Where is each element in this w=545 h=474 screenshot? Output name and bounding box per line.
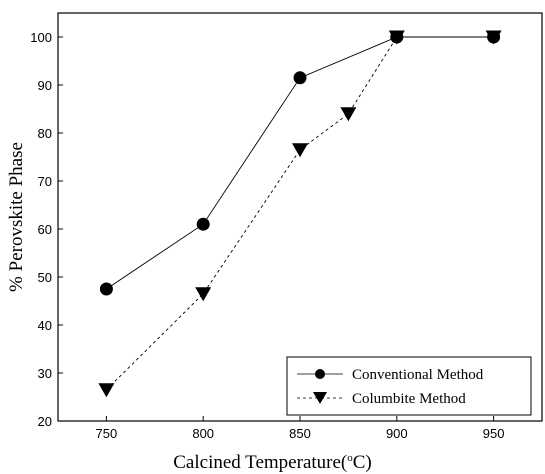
legend-label-conventional: Conventional Method bbox=[352, 367, 484, 383]
legend: Conventional Method Columbite Method bbox=[286, 356, 532, 416]
point-s1-850 bbox=[292, 143, 308, 158]
y-tick-label-70: 70 bbox=[38, 174, 52, 189]
y-tick-label-50: 50 bbox=[38, 270, 52, 285]
legend-marker-conventional bbox=[315, 369, 325, 379]
point-s1-875 bbox=[340, 107, 357, 122]
point-s0-800 bbox=[196, 217, 210, 231]
x-tick-label-750: 750 bbox=[96, 426, 118, 441]
point-s1-950 bbox=[485, 30, 502, 45]
legend-marker-columbite bbox=[313, 392, 327, 404]
point-s1-750 bbox=[98, 383, 115, 398]
y-tick-label-90: 90 bbox=[38, 78, 52, 93]
x-axis-title: Calcined Temperature(oC) bbox=[0, 447, 545, 474]
series-lines bbox=[106, 36, 494, 391]
point-s1-800 bbox=[195, 287, 212, 302]
point-s1-900 bbox=[388, 30, 405, 45]
y-axis-title: % Perovskite Phase bbox=[6, 142, 27, 292]
y-tick-label-60: 60 bbox=[38, 222, 52, 237]
x-tick-label-800: 800 bbox=[192, 426, 214, 441]
y-tick-label-30: 30 bbox=[38, 366, 52, 381]
y-tick-label-20: 20 bbox=[38, 414, 52, 429]
x-axis-title-unit: C) bbox=[352, 452, 372, 473]
point-s0-750 bbox=[99, 282, 113, 296]
x-tick-label-950: 950 bbox=[483, 426, 505, 441]
x-axis-title-degree: o bbox=[347, 452, 353, 464]
x-tick-label-900: 900 bbox=[386, 426, 408, 441]
series-markers bbox=[98, 30, 502, 398]
legend-label-columbite: Columbite Method bbox=[352, 391, 466, 407]
point-s0-850 bbox=[293, 71, 307, 85]
series-line-1 bbox=[106, 36, 494, 391]
x-tick-label-850: 850 bbox=[289, 426, 311, 441]
x-axis-title-main: Calcined Temperature( bbox=[173, 452, 348, 473]
axis-ticks: 750 800 850 900 950 20 30 40 50 60 70 80 90 100 bbox=[30, 30, 504, 441]
y-tick-label-80: 80 bbox=[38, 126, 52, 141]
legend-box bbox=[286, 356, 532, 416]
y-tick-label-40: 40 bbox=[38, 318, 52, 333]
y-tick-label-100: 100 bbox=[30, 30, 52, 45]
